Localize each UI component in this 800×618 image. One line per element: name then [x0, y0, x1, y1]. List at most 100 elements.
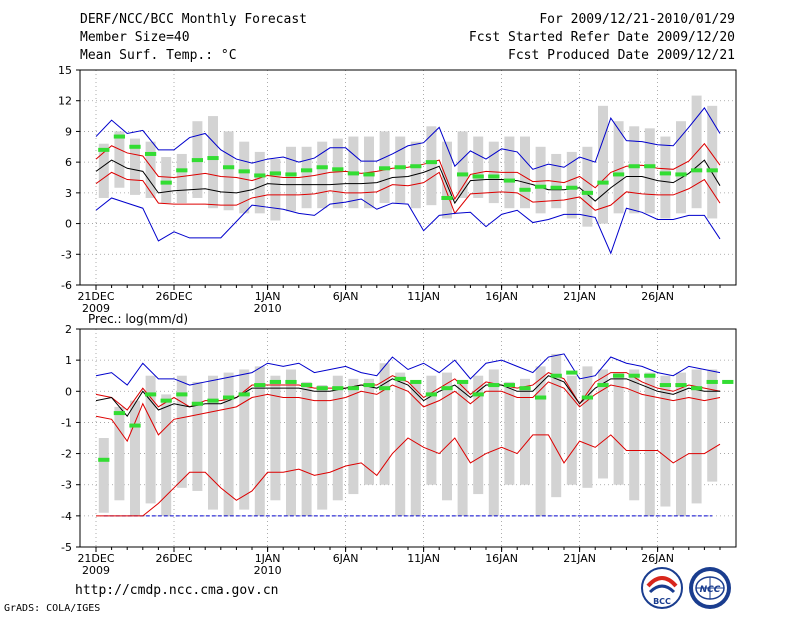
- x-tick-label: 26DEC: [155, 552, 192, 565]
- median-marker: [410, 379, 422, 384]
- spread-box: [598, 105, 608, 224]
- median-marker: [706, 379, 718, 384]
- median-marker: [472, 392, 484, 397]
- spread-box: [551, 353, 562, 498]
- median-marker: [144, 392, 157, 397]
- source-url[interactable]: http://cmdp.ncc.cma.gov.cn: [75, 583, 279, 598]
- median-marker: [363, 172, 375, 177]
- median-marker: [644, 373, 656, 378]
- series-line-max: [95, 107, 721, 170]
- bcc-logo: BCC: [641, 567, 683, 609]
- x-tick-label: 1JAN: [255, 290, 281, 303]
- series-line-lower: [95, 381, 721, 443]
- x-tick-label: 1JAN: [255, 552, 281, 565]
- spread-box: [426, 126, 437, 206]
- spread-box: [161, 394, 172, 516]
- median-marker: [644, 164, 656, 169]
- median-marker: [690, 168, 703, 173]
- x-tick-label: 11JAN: [407, 552, 440, 565]
- spread-box: [473, 375, 484, 495]
- x-tick-label: 21JAN: [563, 290, 596, 303]
- median-marker: [378, 166, 391, 171]
- spread-box: [317, 141, 328, 209]
- median-marker: [129, 423, 141, 428]
- median-marker: [285, 379, 297, 384]
- spread-box: [691, 369, 702, 504]
- x-tick-label: 26DEC: [155, 290, 192, 303]
- series-line-min: [96, 434, 721, 517]
- median-marker: [472, 174, 484, 179]
- median-marker: [300, 168, 313, 173]
- median-marker: [222, 395, 235, 400]
- grads-credit: GrADS: COLA/IGES: [4, 603, 101, 614]
- spread-box: [660, 375, 671, 507]
- y-tick-label: 2: [65, 323, 72, 336]
- median-marker: [238, 392, 250, 397]
- spread-box: [348, 378, 359, 495]
- median-marker: [519, 386, 531, 391]
- period-label: For 2009/12/21-2010/01/29: [539, 12, 735, 27]
- median-marker: [503, 178, 516, 183]
- spread-box: [286, 369, 296, 516]
- spread-box: [644, 128, 655, 214]
- spread-box: [598, 369, 608, 479]
- spread-box: [161, 157, 172, 204]
- y-tick-label: 0: [65, 385, 72, 398]
- median-marker: [160, 180, 172, 185]
- median-marker: [612, 373, 625, 378]
- median-marker: [503, 383, 516, 388]
- spread-box: [535, 366, 546, 516]
- median-marker: [441, 386, 453, 391]
- y-tick-label: -2: [61, 448, 72, 461]
- spread-box: [364, 378, 374, 485]
- spread-box: [535, 146, 546, 214]
- median-marker: [690, 386, 703, 391]
- median-marker: [316, 165, 328, 170]
- median-marker: [332, 386, 344, 391]
- spread-box: [660, 136, 671, 219]
- median-marker: [566, 370, 578, 375]
- median-marker: [222, 165, 235, 170]
- median-marker: [550, 373, 562, 378]
- x-tick-label: 6JAN: [333, 552, 359, 565]
- median-marker: [98, 457, 110, 462]
- spread-box: [395, 372, 406, 516]
- spread-box: [270, 375, 281, 501]
- spread-box: [317, 385, 328, 510]
- precip-panel-title: Prec.: log(mm/d): [88, 312, 188, 326]
- spread-box: [582, 146, 593, 227]
- spread-box: [114, 131, 125, 188]
- spread-box: [488, 141, 499, 204]
- median-marker: [269, 379, 282, 384]
- spread-box: [457, 381, 468, 516]
- spread-box: [629, 126, 640, 214]
- spread-box: [286, 146, 296, 212]
- median-marker: [238, 169, 250, 174]
- spread-box: [582, 366, 593, 488]
- median-marker: [191, 158, 204, 163]
- ncc-logo: NCC: [689, 567, 731, 609]
- median-marker: [300, 383, 313, 388]
- x-tick-year: 2010: [254, 564, 282, 577]
- median-marker: [706, 168, 718, 173]
- x-tick-year: 2010: [254, 302, 282, 315]
- y-tick-label: 0: [65, 218, 72, 231]
- median-marker: [456, 379, 469, 384]
- x-tick-label: 21JAN: [563, 552, 596, 565]
- spread-box: [192, 381, 203, 491]
- median-marker: [675, 383, 687, 388]
- spread-box: [566, 375, 577, 485]
- spread-box: [395, 136, 406, 204]
- series-line-upper: [95, 142, 721, 201]
- median-marker: [550, 185, 562, 190]
- spread-box: [332, 138, 343, 209]
- spread-box: [520, 378, 530, 485]
- median-marker: [534, 395, 547, 400]
- x-tick-label: 26JAN: [641, 552, 674, 565]
- median-marker: [285, 172, 297, 177]
- y-tick-label: 3: [65, 187, 72, 200]
- series-line-mean: [95, 159, 721, 205]
- median-marker: [191, 401, 204, 406]
